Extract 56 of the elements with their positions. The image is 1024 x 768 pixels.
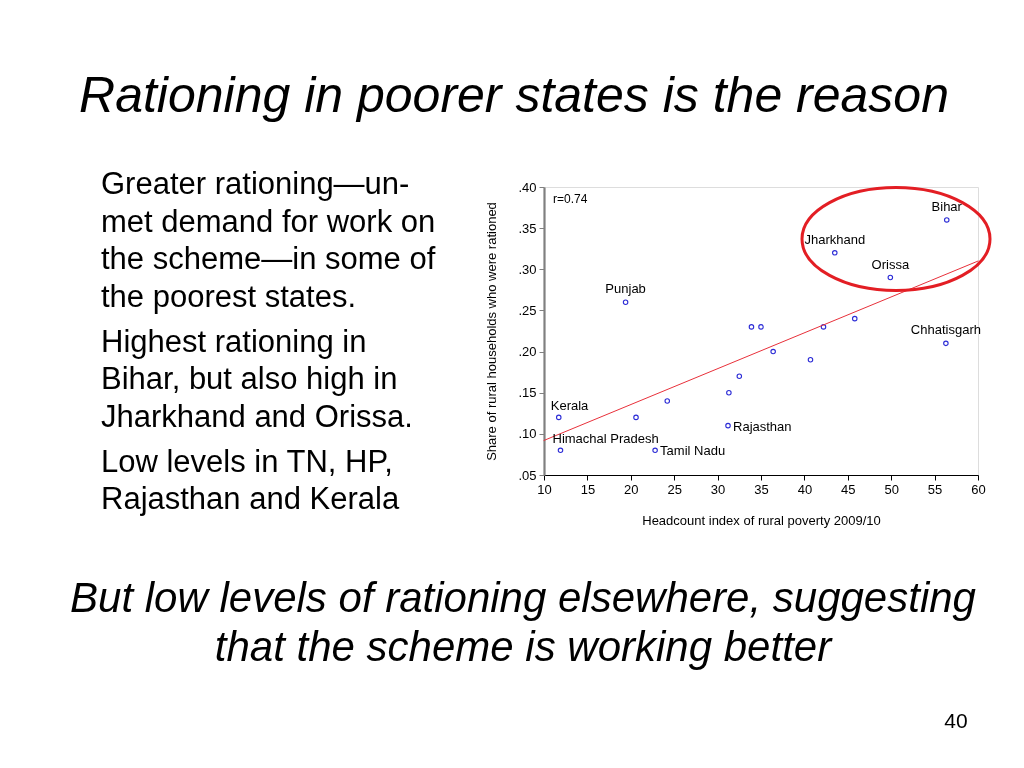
point [943, 217, 950, 223]
x-tick-label: 25 [667, 481, 682, 497]
y-tick-label: .25 [518, 302, 537, 318]
x-tick-label: 40 [797, 481, 813, 497]
point [851, 315, 858, 322]
point [943, 340, 949, 347]
point [887, 274, 894, 281]
x-tick-label: 20 [624, 481, 639, 497]
x-tick-label: 10 [537, 481, 552, 497]
point [831, 250, 838, 256]
annotation: Rajasthan [733, 418, 792, 434]
x-tick-label: 15 [580, 481, 596, 497]
y-tick-label: .40 [518, 179, 537, 195]
point [736, 373, 743, 380]
point [555, 414, 562, 421]
y-tick-label: .30 [518, 261, 537, 277]
point [807, 357, 814, 363]
x-tick-label: 50 [884, 481, 899, 497]
annotation: Tamil Nadu [660, 443, 726, 459]
point [726, 389, 732, 396]
y-tick-label: .35 [518, 220, 537, 236]
annotation: r=0.74 [553, 192, 588, 206]
annotation: Chhatisgarh [910, 322, 981, 338]
point [748, 324, 755, 330]
annotation: Bihar [931, 198, 963, 214]
text: Highest rationing in Bihar, but also high in Jharkhand and Orissa. [101, 323, 413, 434]
annotation: Jharkhand [804, 231, 866, 247]
annotation: Kerala [550, 398, 590, 414]
point [652, 447, 658, 454]
point [633, 414, 639, 421]
point [725, 422, 731, 429]
text: Low levels in TN, HP, Rajasthan and Kerala [101, 443, 400, 516]
point [557, 447, 564, 454]
annotation: Orissa [871, 256, 910, 272]
point [664, 398, 671, 404]
annotation: Punjab [605, 281, 646, 297]
y-tick-label: .15 [518, 385, 537, 401]
y-axis-title: Share of rural households who were rationed [484, 202, 500, 461]
point [622, 299, 629, 305]
chart-title: Rationing in poorer states is the reason [79, 67, 949, 123]
text: Greater rationing—un-met demand for work on the scheme—in some of the poorest states. [101, 166, 436, 314]
text: 40 [944, 709, 968, 732]
point [820, 324, 827, 330]
x-tick-label: 55 [927, 481, 943, 497]
y-tick-label: .20 [518, 344, 537, 360]
y-tick-label: .05 [518, 467, 537, 483]
y-tick-label: .10 [518, 426, 537, 442]
x-tick-label: 45 [841, 481, 856, 497]
point [770, 348, 776, 355]
annotation: Himachal Pradesh [552, 431, 659, 447]
x-tick-label: 30 [710, 481, 726, 497]
x-axis-title: Headcount index of rural poverty 2009/10 [642, 512, 881, 528]
x-tick-label: 35 [754, 481, 769, 497]
text: But low levels of rationing elsewhere, suggesting that the scheme is working better [70, 574, 976, 670]
point [758, 324, 764, 330]
x-tick-label: 60 [971, 481, 986, 497]
